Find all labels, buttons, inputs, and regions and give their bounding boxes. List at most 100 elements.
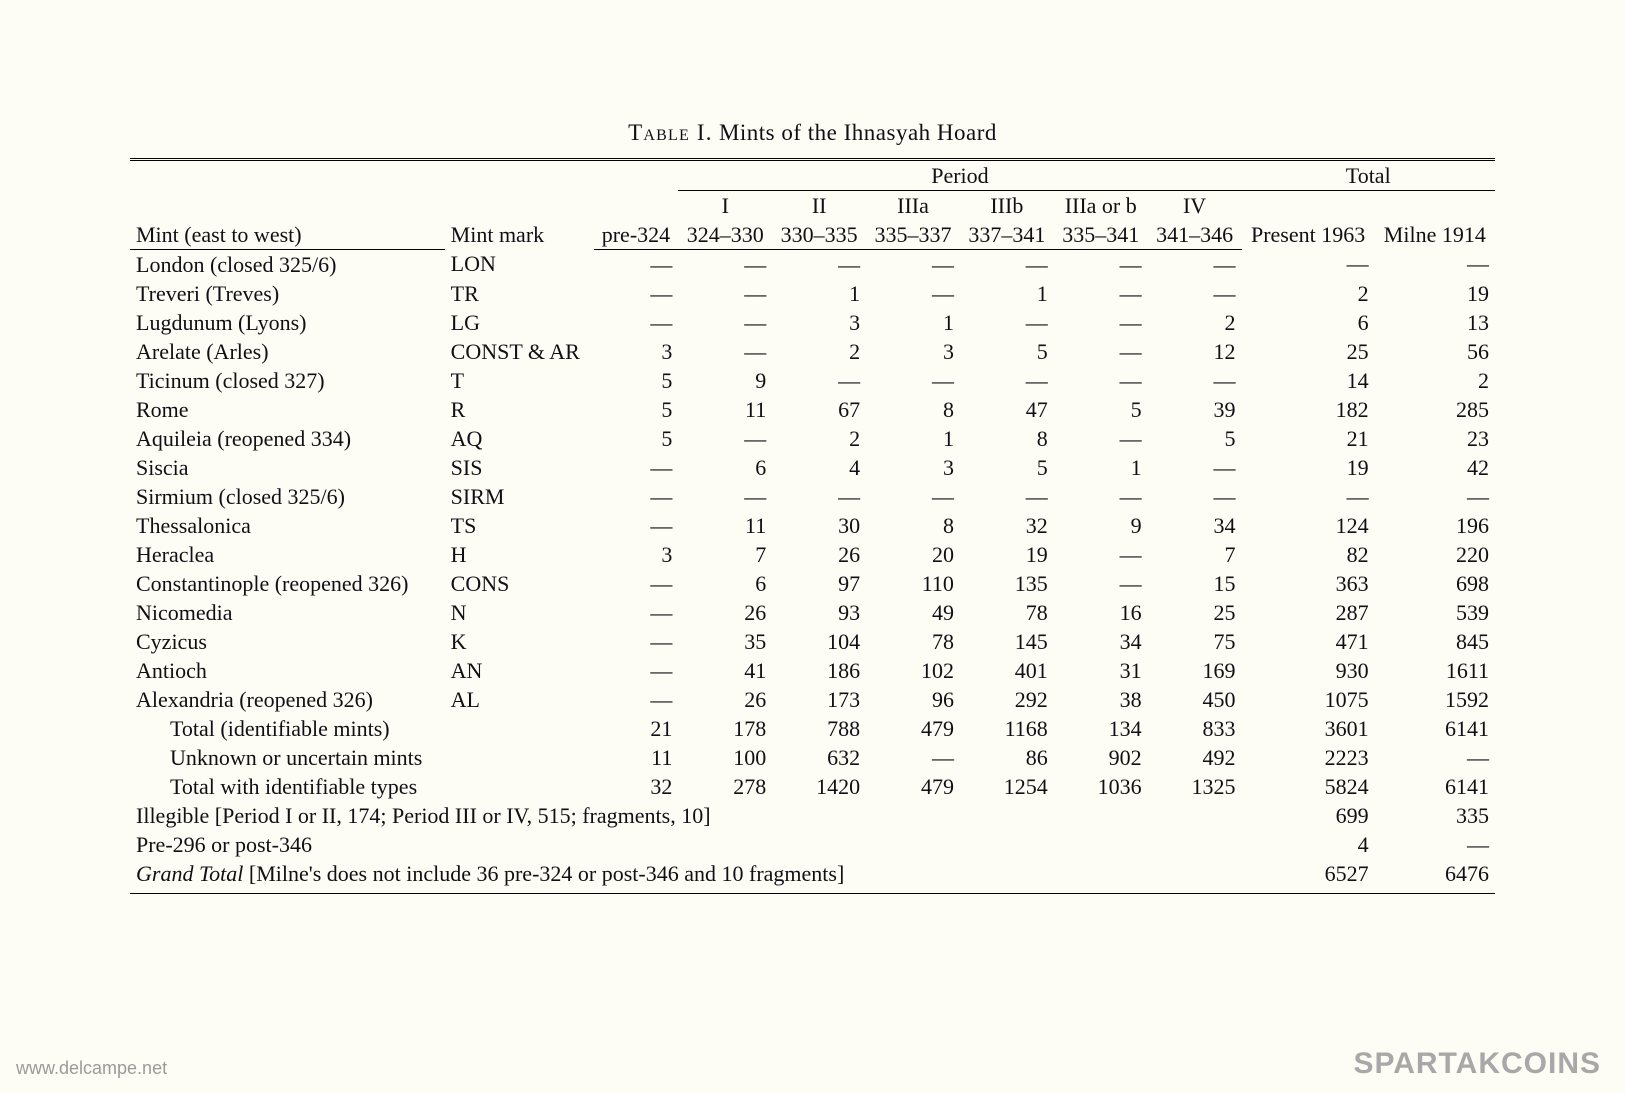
table-cell: — — [594, 308, 679, 337]
table-cell: 11 — [678, 395, 772, 424]
table-cell: 1592 — [1375, 685, 1495, 714]
table-cell: — — [1054, 337, 1148, 366]
mint-name: Antioch — [130, 656, 445, 685]
grand-total-row: Grand Total [Milne's does not include 36… — [130, 859, 1495, 893]
mint-mark: LG — [445, 308, 594, 337]
table-cell: 471 — [1242, 627, 1375, 656]
mint-mark: T — [445, 366, 594, 395]
table-cell: 285 — [1375, 395, 1495, 424]
col-p3ab: 335–337 — [866, 220, 960, 250]
table-cell: — — [678, 250, 772, 280]
table-cell: — — [1375, 482, 1495, 511]
table-cell: 1168 — [960, 714, 1054, 743]
table-cell: — — [594, 569, 679, 598]
table-cell: 78 — [960, 598, 1054, 627]
caption-prefix: Table I. — [628, 120, 713, 145]
mint-mark: CONS — [445, 569, 594, 598]
table-cell: — — [594, 453, 679, 482]
table-cell: — — [1054, 308, 1148, 337]
col-mint: Mint (east to west) — [130, 220, 445, 250]
table-cell: 450 — [1148, 685, 1242, 714]
table-cell: 6 — [1242, 308, 1375, 337]
table-cell: 86 — [960, 743, 1054, 772]
table-cell: — — [594, 685, 679, 714]
table-cell: — — [960, 482, 1054, 511]
table-row: Sirmium (closed 325/6)SIRM————————— — [130, 482, 1495, 511]
table-cell: 1075 — [1242, 685, 1375, 714]
table-cell: — — [1054, 424, 1148, 453]
caption-title: Mints of the Ihnasyah Hoard — [719, 120, 997, 145]
table-cell: 4 — [772, 453, 866, 482]
table-cell: — — [1148, 482, 1242, 511]
col-p2a: II — [772, 191, 866, 221]
table-row: AntiochAN—41186102401311699301611 — [130, 656, 1495, 685]
table-cell: 3 — [866, 453, 960, 482]
subtotal-label: Total with identifiable types — [130, 772, 445, 801]
table-cell: 2 — [772, 337, 866, 366]
table-cell: — — [1054, 279, 1148, 308]
table-cell: 1 — [772, 279, 866, 308]
table-cell: 104 — [772, 627, 866, 656]
table-cell: 5 — [1148, 424, 1242, 453]
table-cell: 698 — [1375, 569, 1495, 598]
table-cell: 788 — [772, 714, 866, 743]
table-cell: 47 — [960, 395, 1054, 424]
table-cell: 930 — [1242, 656, 1375, 685]
note-present: 699 — [1242, 801, 1375, 830]
table-cell: — — [960, 308, 1054, 337]
table-cell: 6 — [678, 569, 772, 598]
mint-name: Alexandria (reopened 326) — [130, 685, 445, 714]
footer-watermark-left: www.delcampe.net — [16, 1058, 167, 1079]
table-cell: 169 — [1148, 656, 1242, 685]
table-cell: 41 — [678, 656, 772, 685]
table-cell: 14 — [1242, 366, 1375, 395]
table-cell: 3 — [772, 308, 866, 337]
table-cell: 49 — [866, 598, 960, 627]
subtotal-row: Unknown or uncertain mints11100632—86902… — [130, 743, 1495, 772]
table-cell: 5 — [594, 395, 679, 424]
table-cell: 292 — [960, 685, 1054, 714]
col-present: Present 1963 — [1242, 191, 1375, 250]
mint-mark: LON — [445, 250, 594, 280]
table-cell: 2223 — [1242, 743, 1375, 772]
table-cell: 401 — [960, 656, 1054, 685]
table-cell: — — [960, 250, 1054, 280]
table-cell: 5 — [960, 337, 1054, 366]
mint-name: Nicomedia — [130, 598, 445, 627]
table-cell: 96 — [866, 685, 960, 714]
table-cell: — — [1375, 250, 1495, 280]
table-cell: 6 — [678, 453, 772, 482]
table-cell: — — [866, 743, 960, 772]
table-cell: — — [1375, 743, 1495, 772]
table-cell: 78 — [866, 627, 960, 656]
table-cell: 902 — [1054, 743, 1148, 772]
col-p3ba: IIIb — [960, 191, 1054, 221]
table-row: Constantinople (reopened 326)CONS—697110… — [130, 569, 1495, 598]
table-cell: 39 — [1148, 395, 1242, 424]
table-cell: 173 — [772, 685, 866, 714]
subtotal-label: Total (identifiable mints) — [130, 714, 445, 743]
grand-total-label-italic: Grand Total — [136, 861, 243, 886]
table-cell: — — [1054, 482, 1148, 511]
mint-name: Heraclea — [130, 540, 445, 569]
table-cell: 845 — [1375, 627, 1495, 656]
table-cell: 21 — [1242, 424, 1375, 453]
col-p3abb: 335–341 — [1054, 220, 1148, 250]
table-cell: 8 — [866, 511, 960, 540]
note-present: 4 — [1242, 830, 1375, 859]
table-cell: 13 — [1375, 308, 1495, 337]
table-cell: — — [772, 250, 866, 280]
table-cell: — — [1054, 540, 1148, 569]
table-row: London (closed 325/6)LON————————— — [130, 250, 1495, 280]
col-p3aba: IIIa or b — [1054, 191, 1148, 221]
col-p3aa: IIIa — [866, 191, 960, 221]
table-cell: — — [594, 250, 679, 280]
table-cell: 32 — [960, 511, 1054, 540]
table-cell: 1 — [866, 424, 960, 453]
table-cell: 2 — [772, 424, 866, 453]
table-cell: — — [1054, 366, 1148, 395]
mint-name: Treveri (Treves) — [130, 279, 445, 308]
table-cell: 34 — [1148, 511, 1242, 540]
table-cell: 1 — [960, 279, 1054, 308]
footer-watermark-right: SPARTAKCOINS — [1353, 1047, 1601, 1081]
